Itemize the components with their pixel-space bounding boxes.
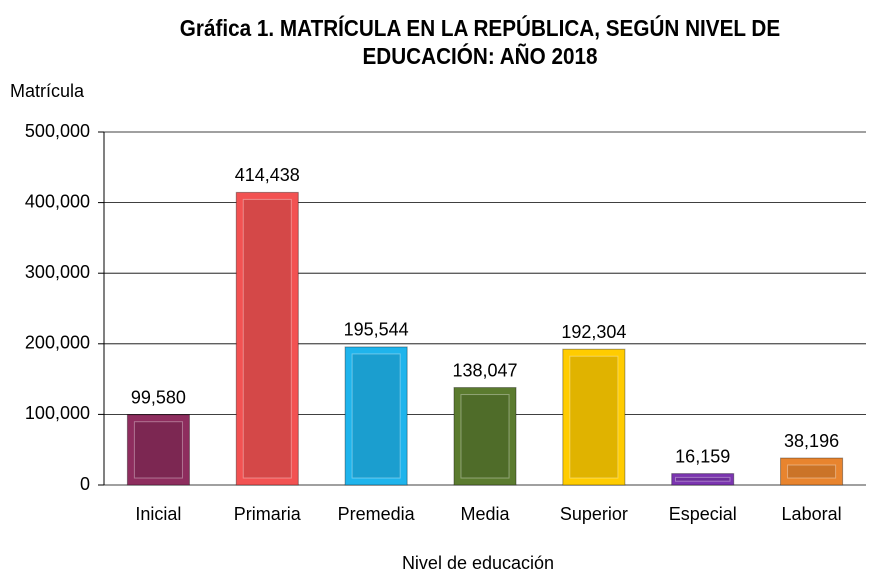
bar	[453, 387, 517, 486]
x-tick-label: Primaria	[234, 504, 302, 524]
y-tick-label: 100,000	[25, 403, 90, 423]
bar-bevel	[460, 394, 510, 479]
x-tick-label: Laboral	[782, 504, 842, 524]
bar	[562, 348, 626, 486]
x-axis-label: Nivel de educación	[402, 553, 554, 573]
x-tick-label: Inicial	[135, 504, 181, 524]
chart-title: Gráfica 1. MATRÍCULA EN LA REPÚBLICA, SE…	[179, 15, 781, 69]
y-tick-label: 300,000	[25, 262, 90, 282]
x-tick-label: Especial	[669, 504, 737, 524]
bar-bevel	[351, 353, 401, 479]
y-tick-label: 200,000	[25, 333, 90, 353]
data-label: 195,544	[344, 320, 409, 340]
y-tick-label: 400,000	[25, 191, 90, 211]
bar	[671, 473, 735, 486]
x-tick-label: Media	[460, 504, 510, 524]
data-label: 414,438	[235, 165, 300, 185]
bar	[235, 191, 299, 486]
x-tick-label: Premedia	[338, 504, 416, 524]
data-label: 16,159	[675, 446, 730, 466]
y-tick-label: 0	[80, 474, 90, 494]
bar	[126, 414, 190, 486]
bar-bevel	[133, 421, 183, 479]
data-label: 99,580	[131, 387, 186, 407]
bar-bevel	[569, 355, 619, 479]
bar	[780, 457, 844, 486]
y-tick-label: 500,000	[25, 121, 90, 141]
x-tick-label: Superior	[560, 504, 628, 524]
bar	[344, 346, 408, 486]
bar-bevel	[787, 464, 837, 479]
data-label: 138,047	[452, 360, 517, 380]
y-axis-label: Matrícula	[10, 81, 85, 101]
bar-bevel	[674, 476, 731, 482]
bar-bevel	[242, 198, 292, 479]
data-label: 38,196	[784, 431, 839, 451]
data-label: 192,304	[561, 322, 626, 342]
